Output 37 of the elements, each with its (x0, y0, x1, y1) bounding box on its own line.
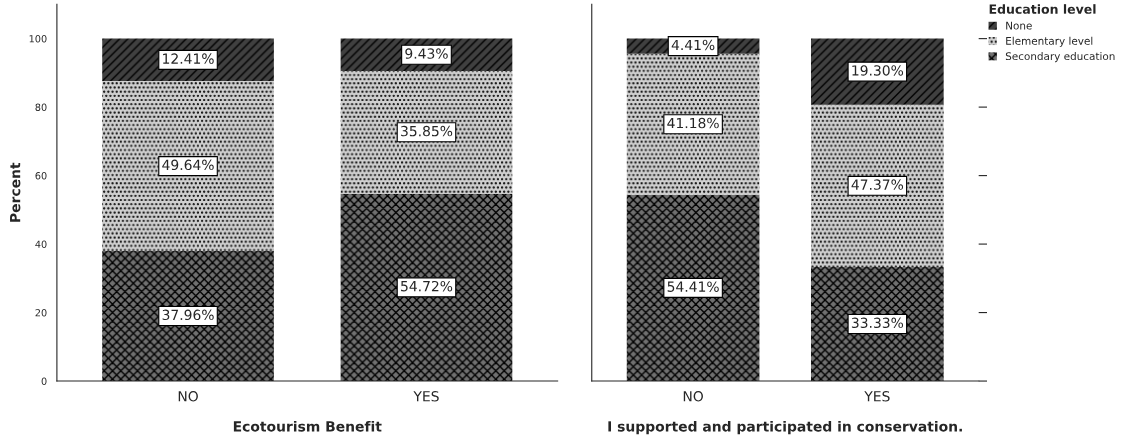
y-tick-label: 40 (35, 240, 47, 248)
x-tick-label: YES (413, 391, 439, 402)
bar (811, 104, 944, 267)
y-axis-title: Percent (10, 162, 21, 222)
y-tick-label: 20 (35, 309, 47, 317)
bar (340, 70, 513, 194)
x-axis-title: I supported and participated in conservation. (608, 420, 962, 435)
data-label: 33.33% (851, 317, 904, 329)
legend-label: Elementary level (1006, 36, 1093, 47)
data-label: 41.18% (667, 117, 719, 129)
data-label: 54.72% (401, 280, 453, 292)
bar (102, 251, 274, 382)
data-label: 37.96% (162, 309, 214, 321)
bar (626, 53, 760, 195)
bar (340, 193, 513, 382)
x-tick-label: YES (864, 391, 890, 402)
data-label: 9.43% (405, 48, 448, 59)
y-tick-label: 100 (29, 35, 47, 43)
data-label: 54.41% (667, 281, 719, 292)
x-tick-label: NO (683, 391, 703, 402)
legend-label: Secondary education (1005, 52, 1115, 63)
data-label: 35.85% (401, 125, 453, 137)
legend-label: None (1006, 21, 1032, 30)
x-tick-label: NO (178, 391, 198, 402)
data-label: 19.30% (852, 65, 904, 76)
data-label: 12.41% (163, 53, 214, 64)
data-label: 49.64% (162, 159, 214, 171)
y-tick-label: 0 (41, 377, 47, 385)
bar (811, 266, 944, 382)
y-tick-label: 80 (35, 103, 47, 111)
bar (102, 81, 274, 252)
x-axis-title: Ecotourism Benefit (233, 420, 382, 432)
data-label: 4.41% (671, 39, 715, 51)
legend-title: Education level (989, 4, 1096, 14)
bar (626, 194, 760, 382)
y-tick-label: 60 (35, 172, 47, 180)
data-label: 47.37% (851, 179, 904, 190)
